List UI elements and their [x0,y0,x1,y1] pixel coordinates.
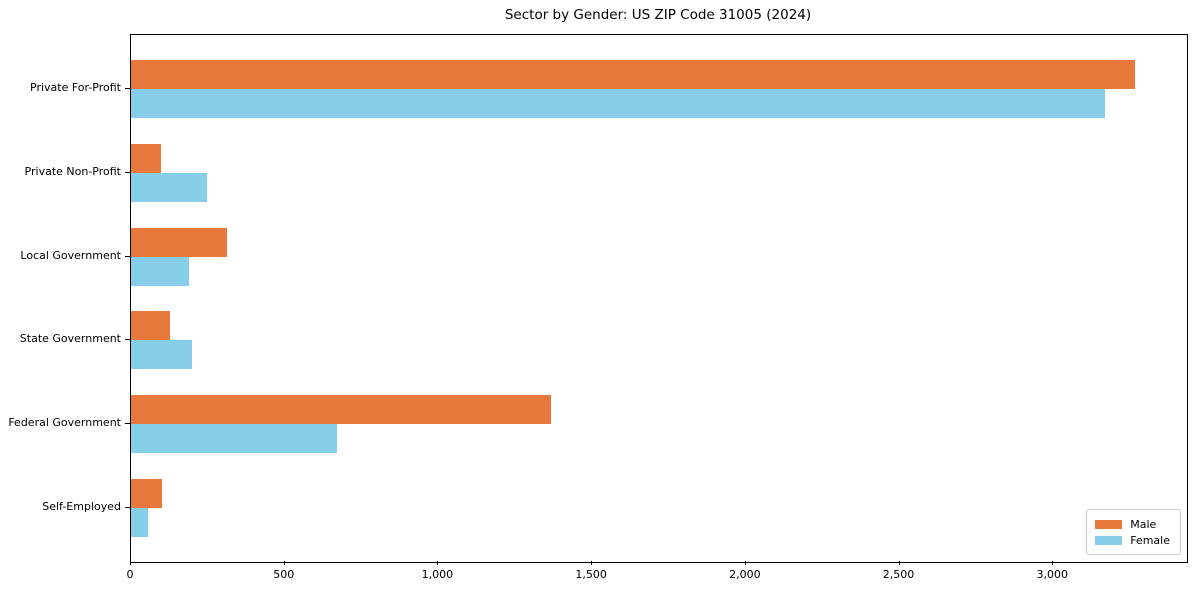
y-tick-label-state-government: State Government [19,332,121,346]
bar-female-federal-government [131,423,337,453]
chart-title: Sector by Gender: US ZIP Code 31005 (202… [504,7,812,23]
legend-label-female: Female [1130,533,1170,547]
bar-female-state-government [131,340,193,370]
bar-female-local-government [131,256,190,286]
legend-label-male: Male [1130,517,1157,531]
legend-entry-male: Male [1095,516,1170,532]
legend: Male Female [1086,509,1181,555]
y-tick-label-private-for-profit: Private For-Profit [30,81,121,95]
bar-female-private-for-profit [131,89,1105,119]
x-tick-label-3-000: 3,000 [1036,568,1069,581]
y-tick-mark [125,88,130,90]
y-tick-mark [125,339,130,341]
y-tick-mark [125,255,130,257]
y-tick-mark [125,172,130,174]
x-tick-mark [898,561,900,565]
y-tick-label-self-employed: Self-Employed [42,499,121,513]
x-tick-label-2-500: 2,500 [882,568,915,581]
legend-entry-female: Female [1095,532,1170,548]
y-tick-label-federal-government: Federal Government [8,415,121,429]
bar-female-private-non-profit [131,173,208,203]
bar-male-local-government [131,227,227,257]
x-tick-label-2-000: 2,000 [729,568,761,581]
y-tick-mark [125,422,130,424]
bar-male-state-government [131,311,171,341]
x-tick-mark [591,561,593,565]
x-tick-label-500: 500 [273,568,295,581]
bar-male-private-non-profit [131,144,162,174]
y-tick-label-local-government: Local Government [20,248,121,262]
legend-swatch-female [1095,535,1123,545]
x-tick-mark [437,561,439,565]
x-tick-label-1-500: 1,500 [575,568,607,581]
x-tick-label-1-000: 1,000 [421,568,454,581]
x-tick-mark [283,561,285,565]
y-tick-label-private-non-profit: Private Non-Profit [24,165,121,179]
y-tick-mark [125,506,130,508]
bar-male-private-for-profit [131,60,1136,90]
x-tick-mark [130,561,131,565]
bar-female-self-employed [131,507,149,537]
x-tick-label-0: 0 [126,568,134,581]
x-tick-mark [744,561,746,565]
bar-male-self-employed [131,478,162,508]
legend-swatch-male [1095,519,1123,529]
x-tick-mark [1052,561,1054,565]
plot-area: Male Female [130,34,1188,563]
bar-male-federal-government [131,394,551,424]
